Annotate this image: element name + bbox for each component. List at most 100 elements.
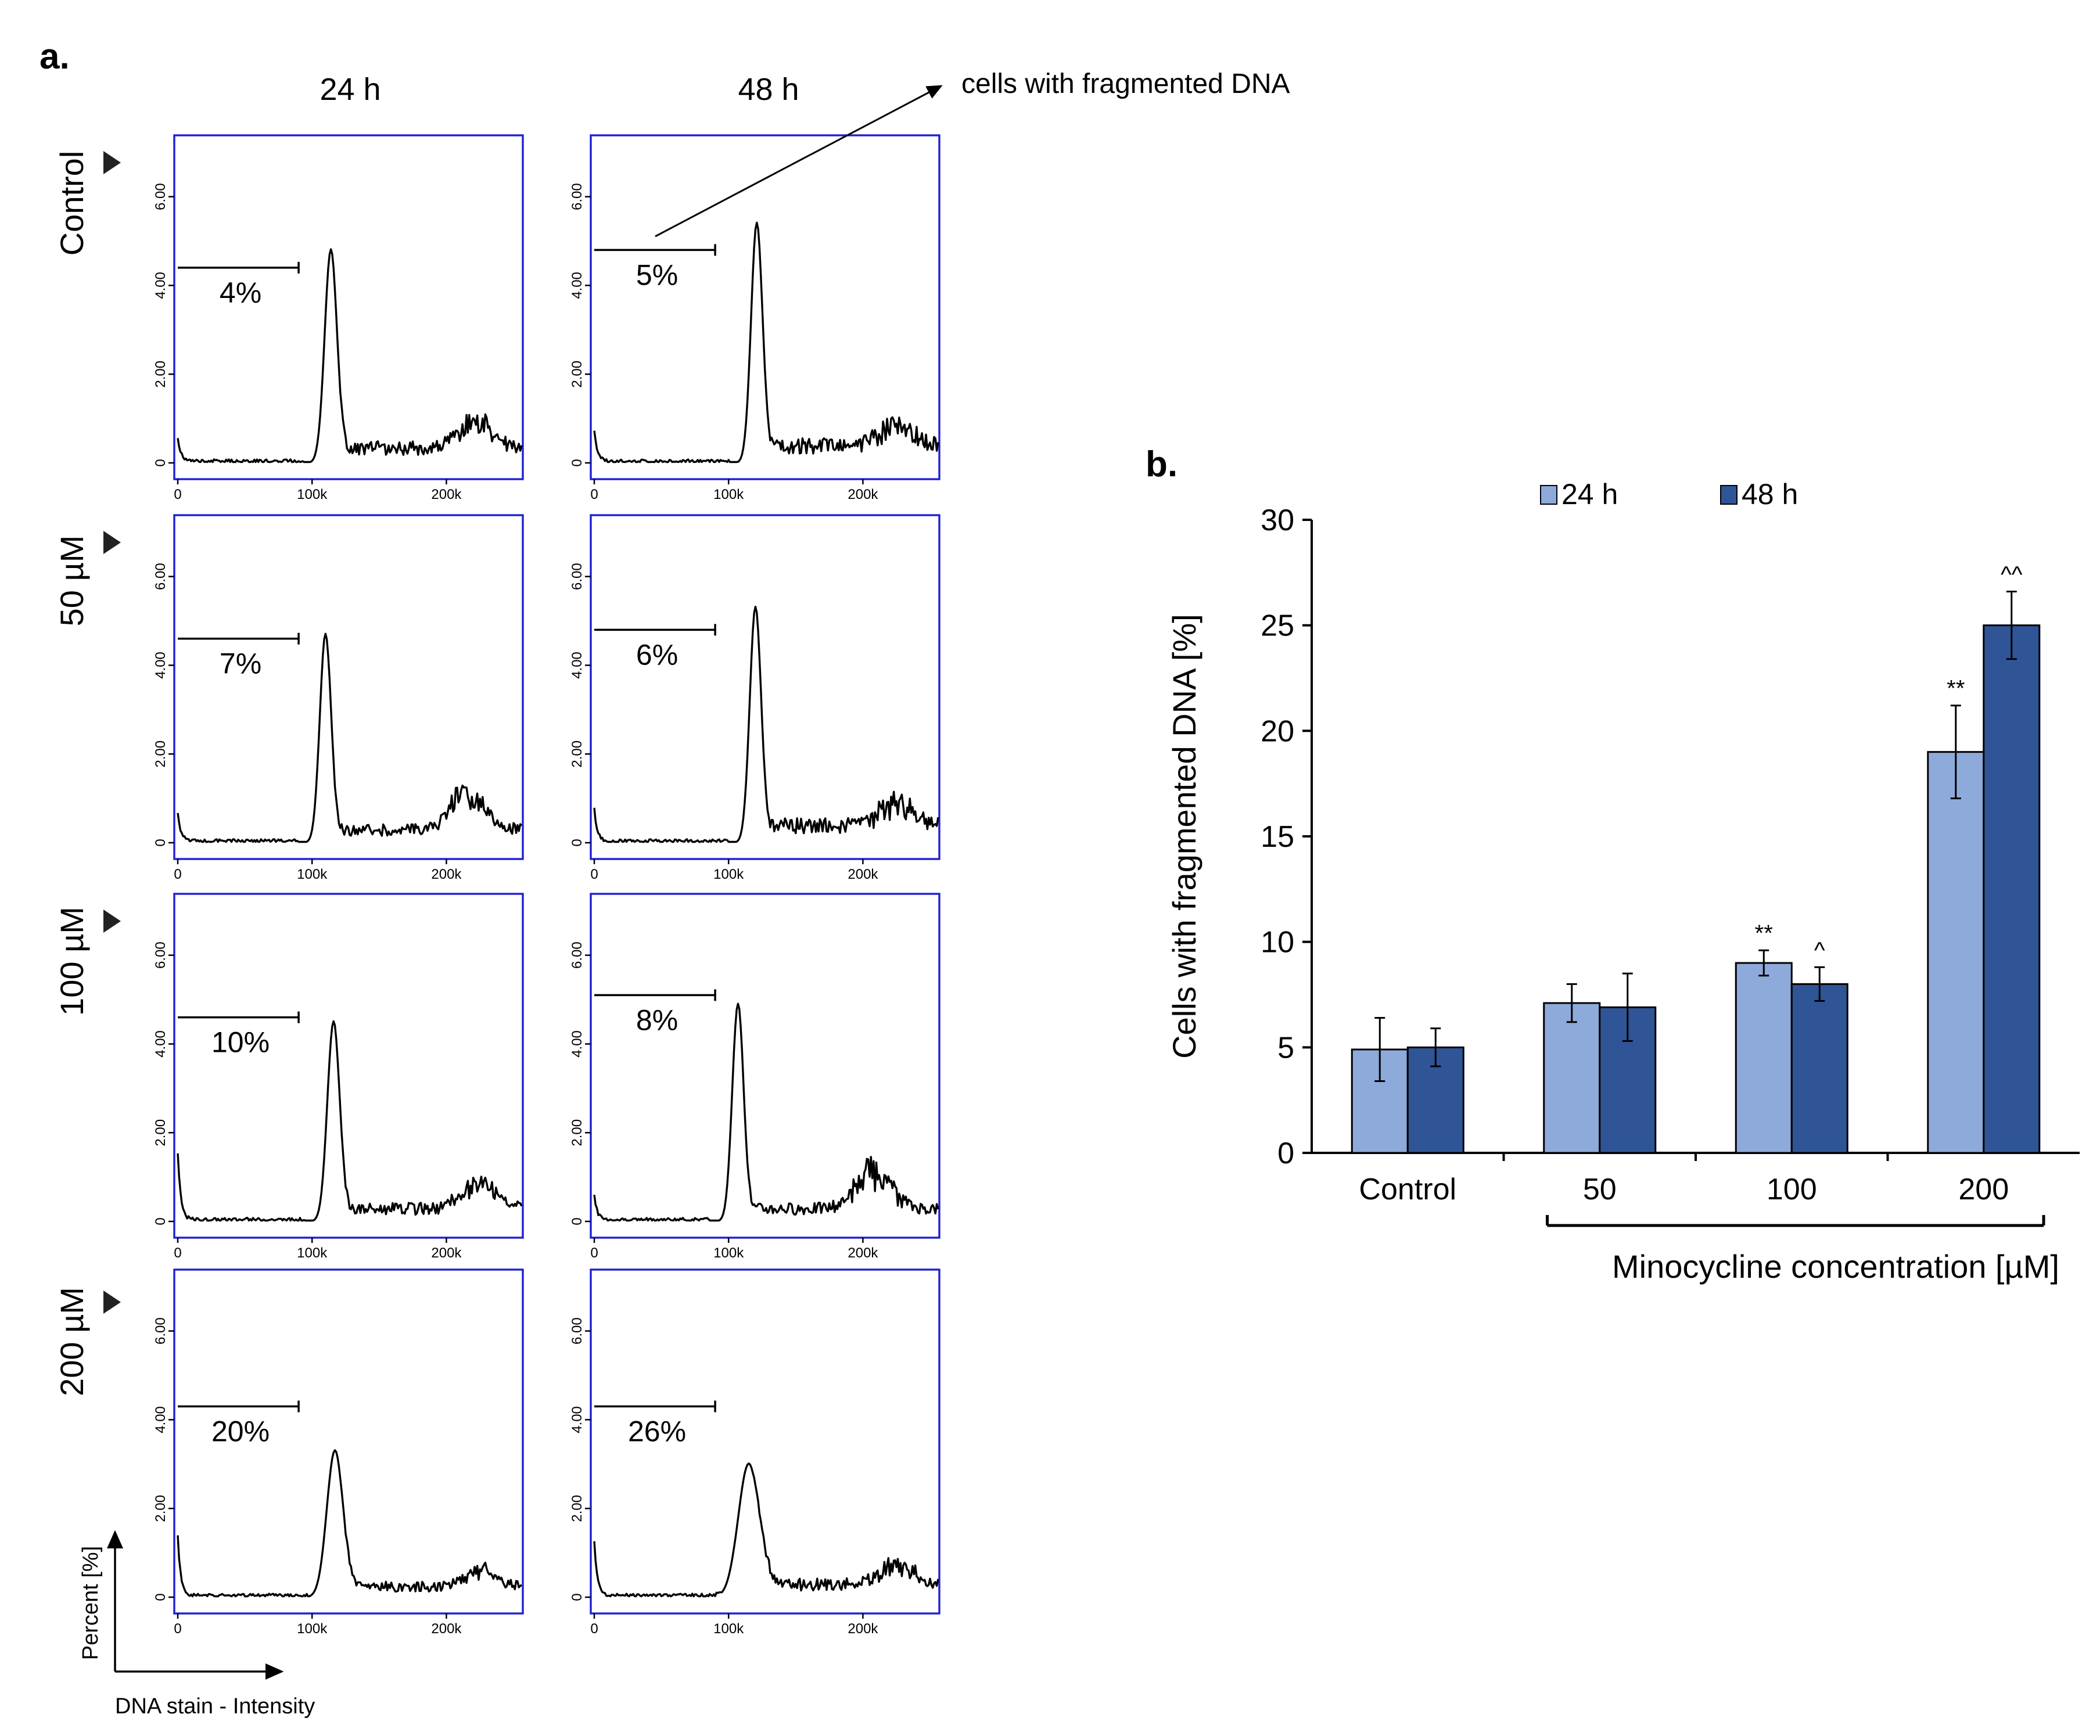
y-tick-label: 0 <box>569 459 585 466</box>
bar-y-tick-label: 20 <box>1261 714 1294 748</box>
x-tick-label: 0 <box>590 1621 598 1637</box>
y-tick-label: 0 <box>153 1217 168 1225</box>
histogram-trace <box>177 1020 523 1222</box>
corner-x-axis-title: DNA stain - Intensity <box>115 1694 315 1719</box>
x-tick-label: 0 <box>174 487 181 502</box>
x-tick-label: 200k <box>848 1245 878 1261</box>
bar-y-tick-label: 10 <box>1261 926 1294 959</box>
histogram-frame <box>590 514 940 860</box>
bar-chart: 0 5 10 15 20 25 30 Control 50 100 ** ^ 200 ** ^^ <box>1261 504 2080 1227</box>
histogram-frame <box>590 1268 940 1615</box>
y-tick-label: 2.00 <box>569 1495 585 1522</box>
y-tick-label: 2.00 <box>153 1495 168 1522</box>
bar-category-label: 200 <box>1958 1173 2009 1206</box>
legend-swatch-48h <box>1720 485 1738 505</box>
x-tick-label: 0 <box>174 1621 181 1637</box>
y-tick-label: 2.00 <box>153 1119 168 1146</box>
x-tick-label: 0 <box>174 867 181 882</box>
x-tick-label: 100k <box>297 867 328 882</box>
x-tick-label: 200k <box>431 1245 462 1261</box>
histogram-frame <box>590 134 940 480</box>
gate-percent-label: 7% <box>220 648 261 680</box>
gate-percent-label: 10% <box>211 1026 270 1059</box>
row-label-50uM: 50 µM <box>53 535 90 627</box>
gate-percent-label: 8% <box>636 1004 678 1036</box>
significance-mark: ** <box>1947 676 1965 702</box>
row-label-control: Control <box>53 151 90 256</box>
y-tick-label: 2.00 <box>569 361 585 388</box>
histogram-100-um-48-h: 0 2.00 4.00 6.00 0 100k 200k 8% <box>569 893 940 1261</box>
y-tick-label: 6.00 <box>153 1317 168 1345</box>
x-tick-label: 100k <box>297 1621 328 1637</box>
row-marker-100uM <box>103 910 121 933</box>
annotation-text: cells with fragmented DNA <box>961 69 1290 99</box>
y-tick-label: 4.00 <box>153 1406 168 1433</box>
y-tick-label: 6.00 <box>153 183 168 210</box>
column-label-24h: 24 h <box>320 72 380 107</box>
histogram-50-um-48-h: 0 2.00 4.00 6.00 0 100k 200k 6% <box>569 514 940 882</box>
gate-percent-label: 26% <box>628 1415 686 1448</box>
histogram-trace <box>593 605 939 843</box>
gate-percent-label: 20% <box>211 1415 270 1448</box>
x-tick-label: 0 <box>590 487 598 502</box>
x-tick-label: 200k <box>431 487 462 502</box>
histogram-grid: 0 2.00 4.00 6.00 0 100k 200k 4% 0 2.00 4.00 6.00 0 10… <box>153 134 940 1637</box>
row-marker-50uM <box>103 531 121 554</box>
row-label-200uM: 200 µM <box>53 1287 90 1396</box>
corner-y-axis-title: Percent [%] <box>78 1546 103 1660</box>
bar-y-axis-title: Cells with fragmented DNA [%] <box>1166 614 1202 1059</box>
y-tick-label: 2.00 <box>569 1119 585 1146</box>
significance-mark: ^ <box>1814 937 1825 963</box>
x-tick-label: 200k <box>848 1621 878 1637</box>
histogram-trace <box>177 632 523 843</box>
histogram-control-48-h: 0 2.00 4.00 6.00 0 100k 200k 5% <box>569 134 940 502</box>
column-label-48h: 48 h <box>738 72 799 107</box>
bar-24-h-50 <box>1543 1002 1601 1154</box>
x-tick-label: 100k <box>713 1621 744 1637</box>
panel-b-label: b. <box>1146 444 1178 484</box>
histogram-frame <box>173 514 524 860</box>
bar-y-tick-label: 30 <box>1261 504 1294 537</box>
histogram-trace <box>593 1002 939 1222</box>
y-tick-label: 0 <box>569 1593 585 1601</box>
gate-percent-label: 4% <box>220 276 261 309</box>
y-tick-label: 6.00 <box>153 563 168 590</box>
x-tick-label: 100k <box>713 487 744 502</box>
y-tick-label: 4.00 <box>153 1030 168 1058</box>
histogram-frame <box>173 1268 524 1615</box>
y-tick-label: 2.00 <box>153 741 168 768</box>
y-tick-label: 6.00 <box>569 183 585 210</box>
histogram-trace <box>177 1449 522 1598</box>
y-tick-label: 2.00 <box>569 741 585 768</box>
x-tick-label: 0 <box>590 1245 598 1261</box>
x-tick-label: 200k <box>431 1621 462 1637</box>
y-tick-label: 4.00 <box>153 652 168 679</box>
y-tick-label: 4.00 <box>569 652 585 679</box>
histogram-frame <box>173 134 524 480</box>
y-tick-label: 6.00 <box>569 1317 585 1345</box>
histogram-trace <box>593 221 939 463</box>
y-tick-label: 0 <box>153 1593 168 1601</box>
y-tick-label: 0 <box>153 839 168 846</box>
x-tick-label: 200k <box>848 867 878 882</box>
bar-y-tick-label: 5 <box>1277 1031 1294 1065</box>
row-marker-control <box>103 151 121 174</box>
gate-percent-label: 5% <box>636 258 678 291</box>
histogram-frame <box>590 893 940 1239</box>
y-tick-label: 6.00 <box>153 941 168 969</box>
bar-24-h-100 <box>1735 962 1793 1154</box>
x-tick-label: 100k <box>297 487 328 502</box>
histogram-200-um-24-h: 0 2.00 4.00 6.00 0 100k 200k 20% <box>153 1268 524 1637</box>
y-tick-label: 4.00 <box>153 272 168 299</box>
legend-label-24h: 24 h <box>1561 478 1618 511</box>
bar-category-label: Control <box>1359 1173 1456 1206</box>
bar-y-tick-label: 0 <box>1277 1137 1294 1170</box>
row-label-100uM: 100 µM <box>53 907 90 1016</box>
x-tick-label: 0 <box>174 1245 181 1261</box>
y-tick-label: 6.00 <box>569 941 585 969</box>
row-marker-200uM <box>103 1291 121 1314</box>
legend-label-48h: 48 h <box>1742 478 1798 511</box>
x-tick-label: 100k <box>713 867 744 882</box>
bar-x-axis-title: Minocycline concentration [µM] <box>1612 1248 2059 1285</box>
bar-y-tick-label: 15 <box>1261 820 1294 854</box>
